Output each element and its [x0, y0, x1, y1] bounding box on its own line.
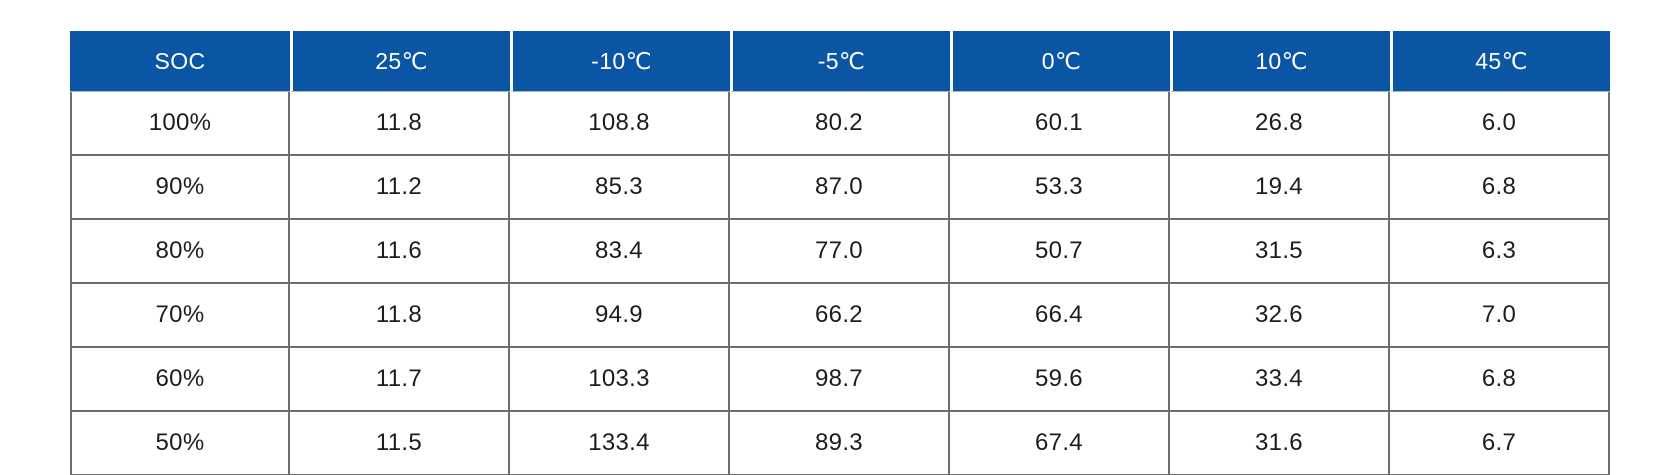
table-cell: 59.6 [950, 348, 1170, 412]
table-cell: 31.5 [1170, 220, 1390, 284]
column-header-25c: 25℃ [290, 31, 510, 92]
table-body: 100% 11.8 108.8 80.2 60.1 26.8 6.0 90% 1… [70, 92, 1610, 475]
table-row: 80% 11.6 83.4 77.0 50.7 31.5 6.3 [70, 220, 1610, 284]
table-cell: 11.6 [290, 220, 510, 284]
row-header-soc: 50% [70, 412, 290, 475]
table-cell: 103.3 [510, 348, 730, 412]
table-cell: 66.4 [950, 284, 1170, 348]
table-cell: 133.4 [510, 412, 730, 475]
table-cell: 33.4 [1170, 348, 1390, 412]
table-cell: 32.6 [1170, 284, 1390, 348]
table-cell: 89.3 [730, 412, 950, 475]
table-cell: 83.4 [510, 220, 730, 284]
table-cell: 7.0 [1390, 284, 1610, 348]
table-cell: 98.7 [730, 348, 950, 412]
table-cell: 6.8 [1390, 156, 1610, 220]
table-cell: 11.2 [290, 156, 510, 220]
table-cell: 87.0 [730, 156, 950, 220]
column-header-0c: 0℃ [950, 31, 1170, 92]
table-cell: 6.3 [1390, 220, 1610, 284]
column-header-45c: 45℃ [1390, 31, 1610, 92]
header-row: SOC 25℃ -10℃ -5℃ 0℃ 10℃ 45℃ [70, 31, 1610, 92]
column-header-m10c: -10℃ [510, 31, 730, 92]
table-row: 90% 11.2 85.3 87.0 53.3 19.4 6.8 [70, 156, 1610, 220]
column-header-soc: SOC [70, 31, 290, 92]
table-cell: 94.9 [510, 284, 730, 348]
table-cell: 108.8 [510, 92, 730, 156]
table-cell: 11.8 [290, 284, 510, 348]
table-cell: 85.3 [510, 156, 730, 220]
table-cell: 11.5 [290, 412, 510, 475]
row-header-soc: 80% [70, 220, 290, 284]
table-cell: 50.7 [950, 220, 1170, 284]
table-cell: 80.2 [730, 92, 950, 156]
soc-temperature-table: SOC 25℃ -10℃ -5℃ 0℃ 10℃ 45℃ 100% 11.8 10… [70, 31, 1610, 475]
table-cell: 6.8 [1390, 348, 1610, 412]
table-row: 50% 11.5 133.4 89.3 67.4 31.6 6.7 [70, 412, 1610, 475]
table-row: 70% 11.8 94.9 66.2 66.4 32.6 7.0 [70, 284, 1610, 348]
row-header-soc: 60% [70, 348, 290, 412]
table-cell: 53.3 [950, 156, 1170, 220]
table-cell: 31.6 [1170, 412, 1390, 475]
table-cell: 66.2 [730, 284, 950, 348]
table-cell: 26.8 [1170, 92, 1390, 156]
table-cell: 60.1 [950, 92, 1170, 156]
table-cell: 11.7 [290, 348, 510, 412]
column-header-m5c: -5℃ [730, 31, 950, 92]
row-header-soc: 100% [70, 92, 290, 156]
row-header-soc: 70% [70, 284, 290, 348]
column-header-10c: 10℃ [1170, 31, 1390, 92]
table-row: 60% 11.7 103.3 98.7 59.6 33.4 6.8 [70, 348, 1610, 412]
table-cell: 77.0 [730, 220, 950, 284]
table-cell: 6.7 [1390, 412, 1610, 475]
table-cell: 6.0 [1390, 92, 1610, 156]
table-cell: 19.4 [1170, 156, 1390, 220]
table-cell: 67.4 [950, 412, 1170, 475]
table-header: SOC 25℃ -10℃ -5℃ 0℃ 10℃ 45℃ [70, 31, 1610, 92]
table-cell: 11.8 [290, 92, 510, 156]
table-row: 100% 11.8 108.8 80.2 60.1 26.8 6.0 [70, 92, 1610, 156]
row-header-soc: 90% [70, 156, 290, 220]
